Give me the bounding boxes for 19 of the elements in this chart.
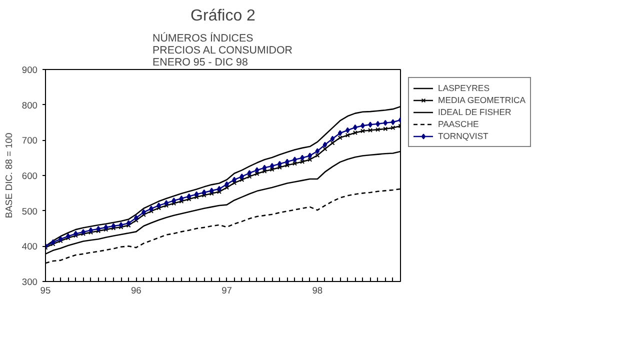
x-tick-label: 98 <box>312 286 323 296</box>
chart-subtitle: NÚMEROS ÍNDICES PRECIOS AL CONSUMIDOR ENERO 95 - DIC 98 <box>152 32 293 68</box>
legend-label: IDEAL DE FISHER <box>438 106 512 118</box>
y-tick-label: 300 <box>22 277 38 287</box>
y-tick-label: 600 <box>22 171 38 181</box>
x-tick-label: 95 <box>40 286 51 296</box>
legend-label: LASPEYRES <box>438 82 490 94</box>
y-tick-label: 500 <box>22 206 38 216</box>
y-tick-label: 400 <box>22 242 38 252</box>
y-tick-label: 800 <box>22 100 38 110</box>
x-tick-label: 97 <box>222 286 232 296</box>
chart-title: Gráfico 2 <box>190 8 256 24</box>
x-tick-label: 96 <box>130 286 142 296</box>
legend-label: TORNQVIST <box>438 130 488 142</box>
y-tick-label: 700 <box>22 136 38 146</box>
y-axis-title: BASE DIC. 88 = 100 <box>4 132 14 218</box>
legend-label: PAASCHE <box>438 118 479 130</box>
legend-label: MEDIA GEOMETRICA <box>438 94 526 106</box>
y-tick-label: 900 <box>22 65 38 75</box>
